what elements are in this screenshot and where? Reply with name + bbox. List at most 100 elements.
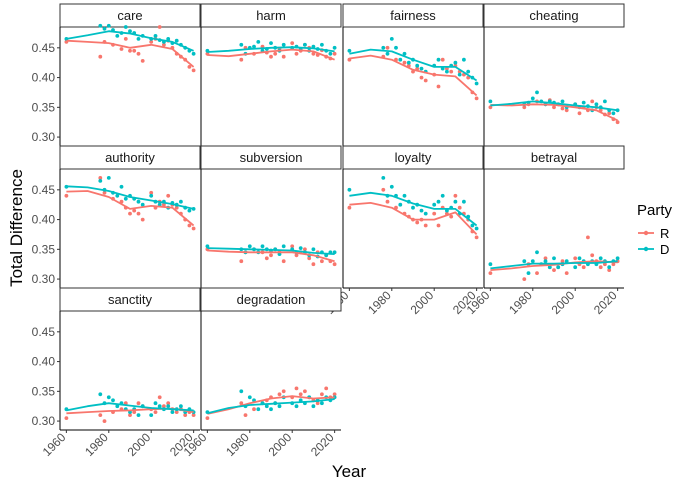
y-tick-label: 0.45 [32,325,56,339]
point-care-r [191,68,196,73]
point-sanctity-r [174,410,179,414]
point-authority-d [123,196,128,201]
point-betrayal-r [598,265,603,270]
point-harm-d [256,40,261,44]
point-care-d [136,37,141,41]
y-tick-label: 0.30 [32,272,56,286]
point-sanctity-r [64,416,69,420]
point-sanctity-r [132,410,137,414]
point-fairness-d [406,60,411,65]
y-tick-label: 0.35 [32,100,56,114]
strip-authority [59,145,201,170]
point-loyalty-r [453,193,458,198]
point-harm-d [281,42,286,47]
point-sanctity-r [98,413,103,417]
point-fairness-r [440,57,445,62]
point-fairness-d [474,81,479,86]
point-authority-d [136,199,141,204]
point-authority-r [149,190,154,195]
point-fairness-r [449,69,454,74]
strip-label-authority: authority [105,150,155,165]
point-loyalty-r [415,220,420,225]
trend-line-loyalty-d [349,191,478,227]
point-cheating-r [488,105,493,110]
point-fairness-d [398,57,403,62]
panel-fairness: fairness [342,3,484,146]
point-care-d [98,23,103,28]
trend-line-authority-r [66,190,195,227]
trend-line-loyalty-r [349,202,478,236]
point-fairness-d [415,63,420,68]
panel-subversion: subversion [200,145,342,288]
point-fairness-d [389,37,394,41]
trend-line-fairness-d [349,48,478,82]
point-betrayal-d [526,271,531,275]
point-fairness-d [453,60,458,65]
strip-fairness [342,3,484,28]
trend-line-care-r [66,39,195,68]
strip-label-degradation: degradation [237,292,306,307]
point-betrayal-r [535,271,539,275]
x-tick-label: 1980 [506,288,535,317]
x-tick-label: 2000 [549,288,578,317]
point-fairness-r [436,84,441,89]
point-degradation-r [303,389,307,394]
point-betrayal-d [488,262,493,267]
point-harm-d [328,51,333,56]
point-cheating-d [581,100,586,105]
point-care-d [123,25,128,29]
point-care-r [149,40,154,44]
point-subversion-r [320,259,324,264]
point-betrayal-r [488,271,493,275]
point-authority-d [149,193,154,198]
x-tick-label: 1980 [82,430,111,459]
trend-line-harm-r [207,48,335,61]
point-betrayal-d [530,259,535,264]
point-subversion-d [311,247,316,252]
point-care-r [123,37,128,41]
point-cheating-r [522,105,527,110]
x-tick-label: 2020 [591,288,620,317]
point-care-r [136,51,141,56]
point-fairness-r [385,45,390,50]
point-subversion-r [290,244,295,249]
point-harm-r [290,41,295,45]
strip-care [59,3,201,28]
point-fairness-r [474,96,479,101]
point-authority-r [136,211,141,216]
trend-line-harm-d [207,46,335,53]
trend-line-degradation-r [207,395,335,415]
strip-betrayal [483,145,625,170]
point-harm-d [332,45,337,50]
strip-label-care: care [117,8,142,23]
point-betrayal-d [607,265,612,270]
trend-line-betrayal-r [490,260,618,271]
y-axis-title: Total Difference [7,169,26,287]
point-fairness-d [381,45,386,50]
point-authority-r [166,193,171,198]
point-subversion-d [260,244,265,249]
point-subversion-r [332,262,337,267]
point-sanctity-r [136,401,141,406]
y-tick-label: 0.45 [32,183,56,197]
point-sanctity-d [136,413,141,417]
strip-degradation [200,287,342,312]
y-tick-label: 0.45 [32,41,56,55]
strip-label-sanctity: sanctity [108,292,153,307]
point-fairness-d [347,48,352,53]
point-loyalty-d [402,193,407,198]
point-authority-r [174,205,179,210]
point-loyalty-d [436,199,441,204]
point-care-d [102,26,107,31]
point-fairness-d [385,51,390,56]
point-fairness-d [436,57,441,62]
point-cheating-r [577,111,582,116]
point-loyalty-d [432,202,437,207]
panel-care: care 0.30 0.35 0.40 0.45 [32,3,201,146]
point-care-d [191,51,196,56]
point-loyalty-r [432,211,437,216]
point-harm-r [239,57,244,62]
point-degradation-d [239,389,244,394]
